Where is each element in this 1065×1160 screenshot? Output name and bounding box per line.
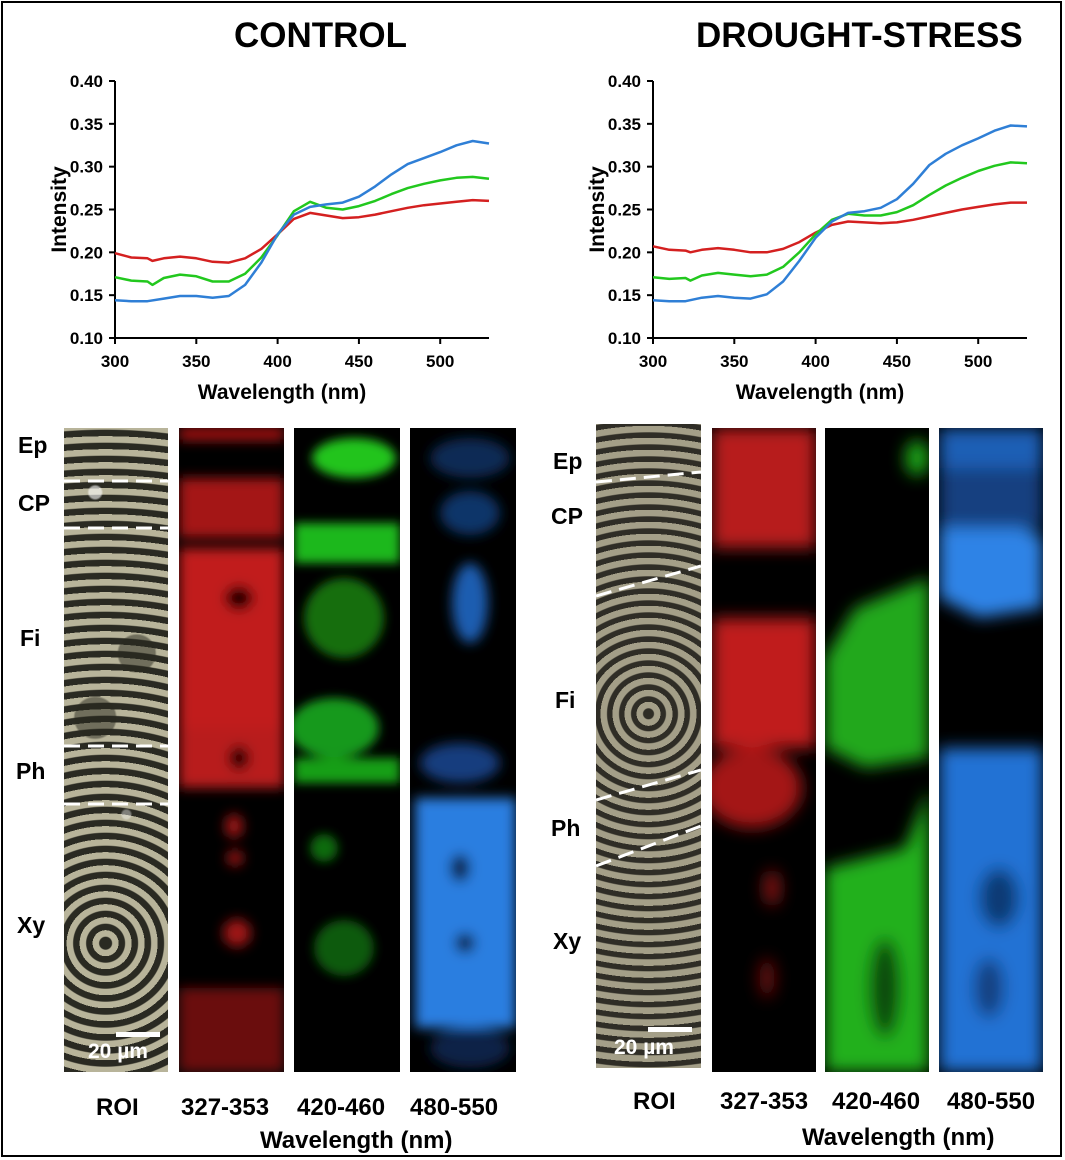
control-x-tick-label: 300 xyxy=(101,352,129,371)
control-y-tick-label: 0.15 xyxy=(70,286,103,305)
control-y-tick-label: 0.40 xyxy=(70,72,103,91)
drought-y-tick-label: 0.35 xyxy=(608,115,641,134)
region-label-cp: CP xyxy=(18,490,50,516)
drought-y-tick-label: 0.25 xyxy=(608,201,641,220)
drought-scale-bar-label: 20 µm xyxy=(614,1036,674,1059)
control-label-green: 420-460 xyxy=(297,1094,386,1121)
control-scale-bar-label: 20 µm xyxy=(88,1040,148,1063)
control-blue-channel-image xyxy=(410,428,516,1072)
control-red-channel-image xyxy=(179,428,284,1072)
drought-wavelength-label: Wavelength (nm) xyxy=(802,1124,995,1151)
drought-green-channel-image xyxy=(825,428,929,1072)
control-x-tick-label: 400 xyxy=(263,352,291,371)
drought-x-tick-label: 300 xyxy=(639,352,667,371)
control-y-tick-label: 0.10 xyxy=(70,329,103,348)
region-label-fi: Fi xyxy=(20,625,41,651)
drought-x-tick-label: 400 xyxy=(801,352,829,371)
control-label-roi: ROI xyxy=(96,1094,139,1121)
control-wavelength-label: Wavelength (nm) xyxy=(260,1127,453,1154)
drought-label-green: 420-460 xyxy=(832,1088,921,1115)
control-x-tick-label: 350 xyxy=(182,352,210,371)
drought-y-tick-label: 0.40 xyxy=(608,72,641,91)
control-green-series-line xyxy=(114,175,490,287)
drought-x-tick-label: 500 xyxy=(964,352,992,371)
control-x-tick-label: 500 xyxy=(426,352,454,371)
drought-roi-image: 20 µm xyxy=(596,424,701,1068)
control-x-axis-label: Wavelength (nm) xyxy=(198,381,366,404)
drought-label-red: 327-353 xyxy=(720,1088,809,1115)
drought-spectrum-chart: 0.10 0.15 0.20 0.25 0.30 0.35 0.40 300 350 400 450… xyxy=(586,72,1028,404)
control-y-tick-label: 0.20 xyxy=(70,243,103,262)
drought-x-tick-label: 450 xyxy=(883,352,911,371)
control-blue-series-line xyxy=(114,139,490,303)
drought-region-label-ph: Ph xyxy=(551,815,581,841)
region-label-ep: Ep xyxy=(18,432,48,458)
control-y-tick-label: 0.25 xyxy=(70,201,103,220)
drought-region-label-xy: Xy xyxy=(553,928,582,954)
drought-y-tick-label: 0.10 xyxy=(608,329,641,348)
drought-red-series-line xyxy=(652,201,1027,254)
drought-region-label-cp: CP xyxy=(551,503,583,529)
drought-blue-channel-image xyxy=(939,428,1043,1072)
drought-title: DROUGHT-STRESS xyxy=(696,16,1023,55)
drought-region-label-fi: Fi xyxy=(555,687,576,713)
drought-label-roi: ROI xyxy=(633,1088,676,1115)
control-spectrum-chart: 0.10 0.15 0.20 0.25 0.30 0.35 0.40 300 350 400 450… xyxy=(48,72,490,404)
control-green-channel-image xyxy=(294,428,400,1072)
control-label-red: 327-353 xyxy=(181,1094,270,1121)
region-label-ph: Ph xyxy=(16,758,46,784)
control-x-tick-label: 450 xyxy=(345,352,373,371)
region-label-xy: Xy xyxy=(17,912,46,938)
control-roi-image: 20 µm xyxy=(64,428,168,1072)
control-title: CONTROL xyxy=(234,16,408,55)
drought-y-tick-label: 0.15 xyxy=(608,286,641,305)
control-y-tick-label: 0.35 xyxy=(70,115,103,134)
control-y-axis-label: Intensity xyxy=(48,166,71,253)
drought-y-tick-label: 0.30 xyxy=(608,158,641,177)
drought-region-label-ep: Ep xyxy=(553,448,583,474)
drought-blue-series-line xyxy=(652,124,1028,303)
drought-red-channel-image xyxy=(712,428,816,1072)
control-red-series-line xyxy=(114,198,490,264)
drought-label-blue: 480-550 xyxy=(947,1088,1036,1115)
control-y-tick-label: 0.30 xyxy=(70,158,103,177)
control-label-blue: 480-550 xyxy=(410,1094,499,1121)
drought-x-axis-label: Wavelength (nm) xyxy=(736,381,904,404)
drought-x-tick-label: 350 xyxy=(720,352,748,371)
drought-y-axis-label: Intensity xyxy=(586,166,609,253)
drought-y-tick-label: 0.20 xyxy=(608,243,641,262)
drought-green-series-line xyxy=(652,161,1028,282)
